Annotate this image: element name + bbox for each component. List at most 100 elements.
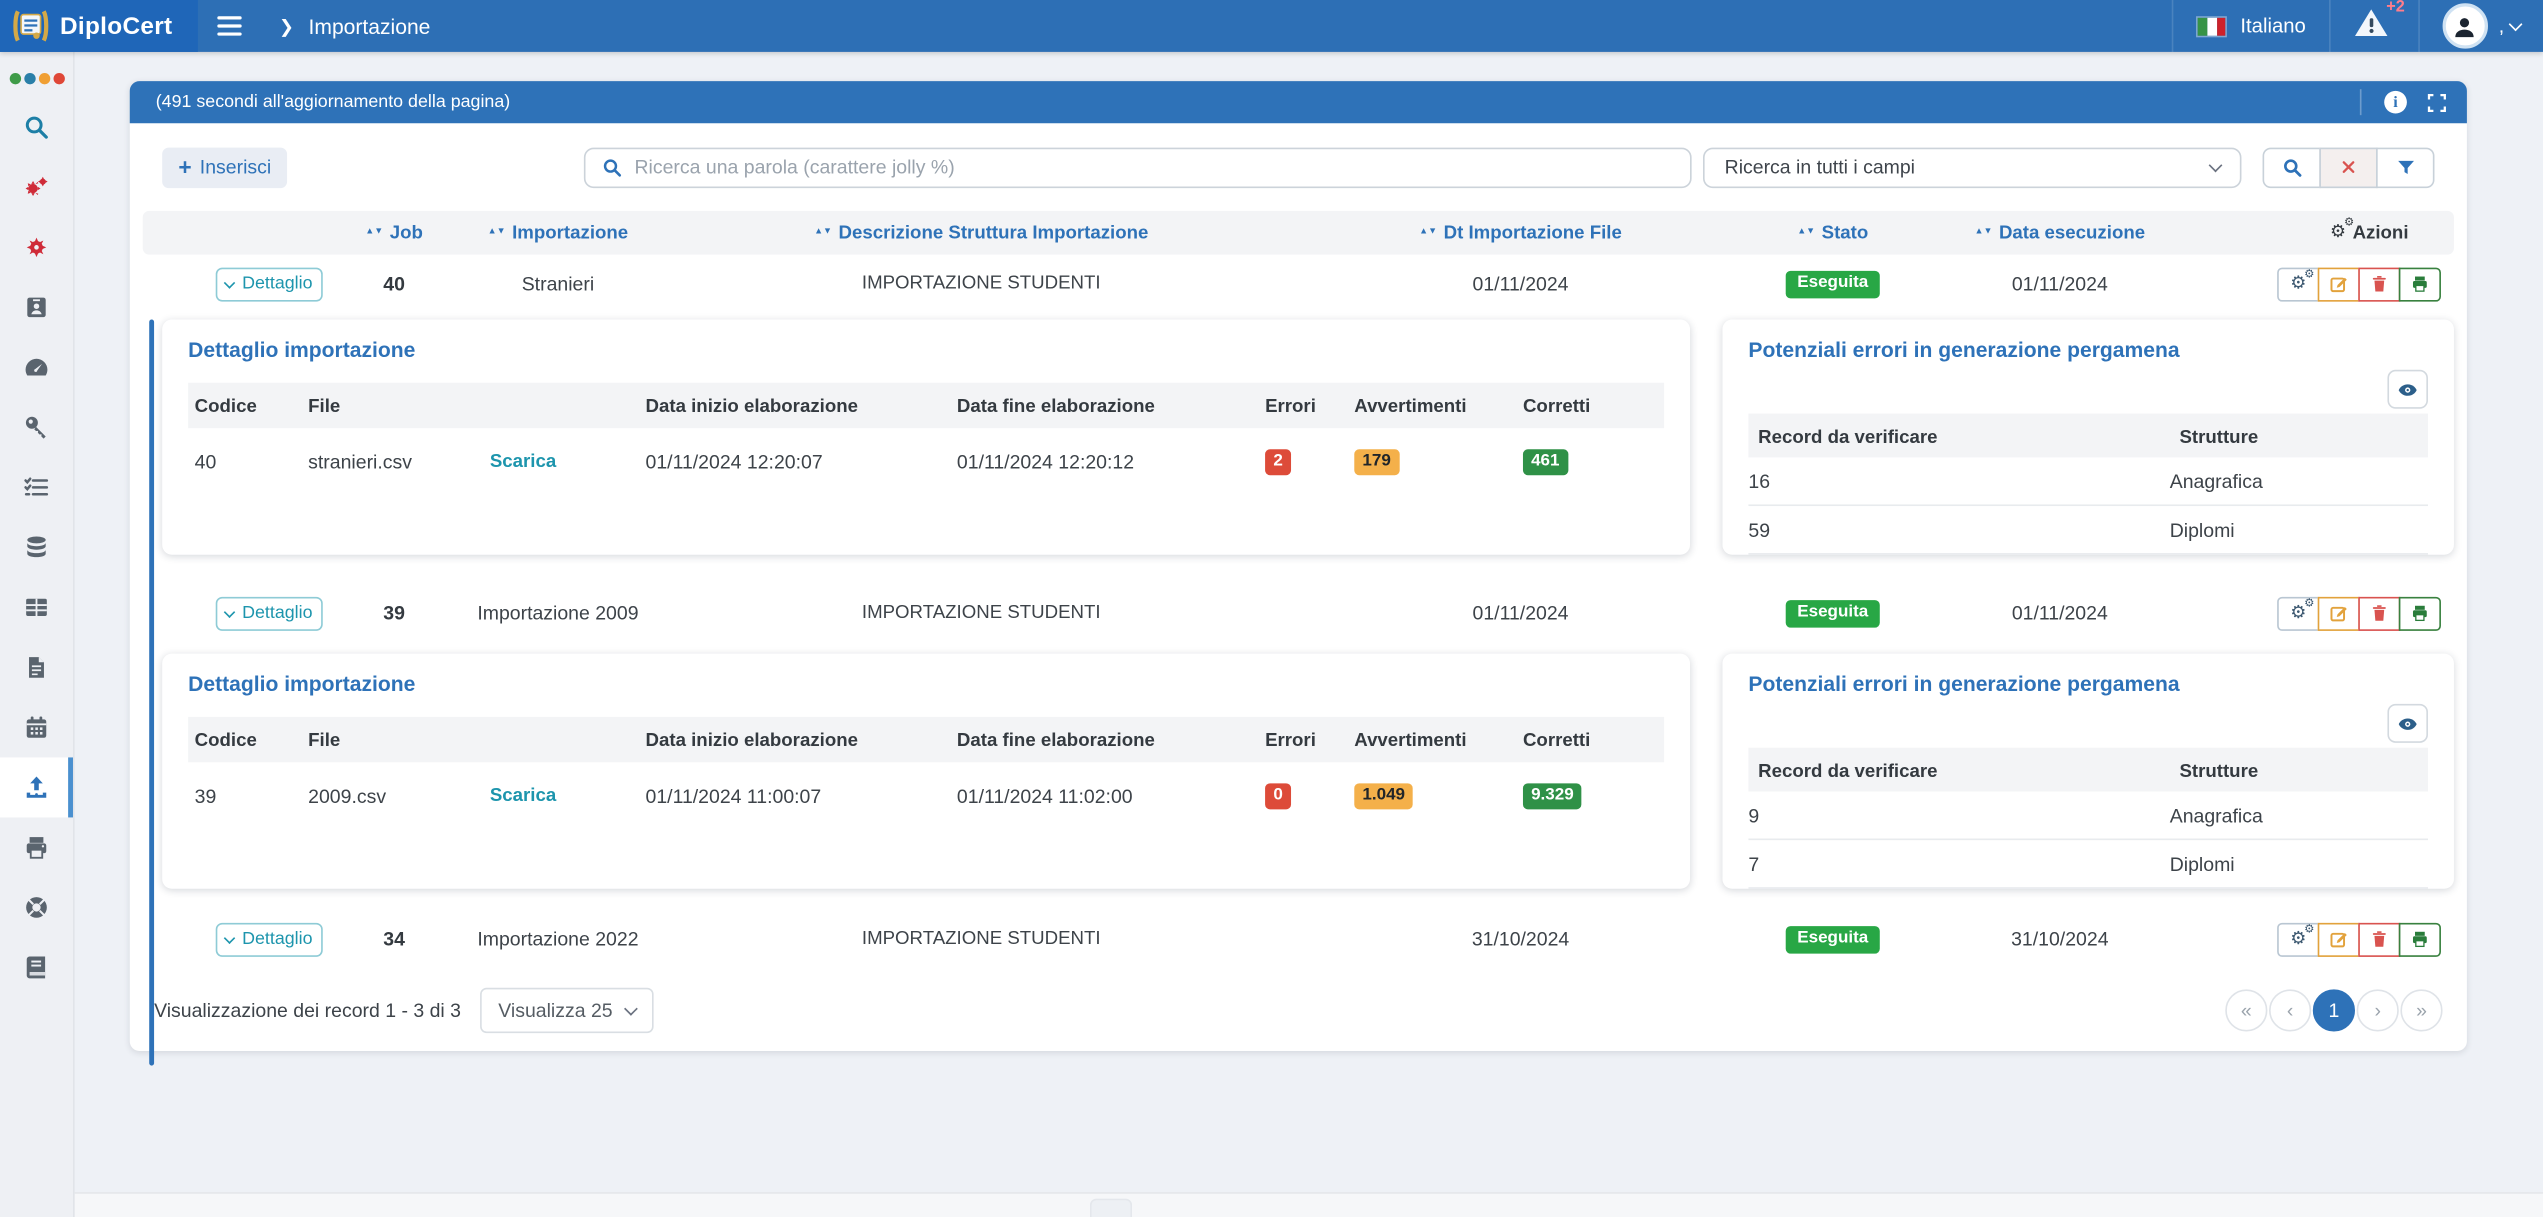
detail-card: Dettaglio importazione Codice File Data … (162, 319, 1691, 555)
view-records-button[interactable] (2387, 369, 2428, 409)
column-header-job[interactable]: ▲▼ Job (365, 223, 423, 243)
sort-icon[interactable]: ▲▼ (1974, 227, 1993, 238)
sort-icon[interactable]: ▲▼ (487, 227, 506, 238)
detail-toggle-button[interactable]: Dettaglio (215, 266, 323, 301)
process-button[interactable]: ⚙ ⚙ (2277, 922, 2320, 957)
sidebar-item-key[interactable] (0, 397, 73, 457)
column-header-data-esecuzione[interactable]: ▲▼ Data esecuzione (1974, 223, 2146, 243)
search-submit-button[interactable] (2262, 146, 2321, 188)
process-button[interactable]: ⚙ ⚙ (2277, 266, 2320, 301)
sidebar-item-dashboard[interactable] (0, 337, 73, 397)
column-header-importazione[interactable]: ▲▼ Importazione (487, 223, 629, 243)
table-header-row: ▲▼ Job ▲▼ Importazione ▲▼ Descrizione Strut… (142, 210, 2454, 255)
process-button[interactable]: ⚙ ⚙ (2277, 596, 2320, 631)
sidebar-item-import[interactable] (0, 757, 73, 818)
import-card: (491 secondi all'aggiornamento della pag… (129, 81, 2467, 1066)
trash-icon (2372, 276, 2386, 292)
first-page-button[interactable]: « (2225, 989, 2268, 1032)
chevron-down-icon (623, 1001, 638, 1015)
sort-icon[interactable]: ▲▼ (1797, 227, 1816, 238)
trash-icon (2372, 931, 2386, 947)
print-button[interactable] (2398, 922, 2441, 957)
refresh-statusbar: (491 secondi all'aggiornamento della pag… (129, 81, 2467, 124)
info-icon[interactable]: i (2384, 90, 2407, 114)
sort-icon[interactable]: ▲▼ (1419, 227, 1438, 238)
download-link[interactable]: Scarica (489, 452, 557, 472)
language-selector[interactable]: Italiano (2172, 0, 2328, 52)
sort-icon[interactable]: ▲▼ (814, 227, 833, 238)
next-page-button[interactable]: › (2356, 989, 2399, 1032)
pergamena-row: 7 Diplomi (1748, 840, 2428, 889)
sidebar-item-calendar[interactable] (0, 697, 73, 757)
user-label: , (2498, 14, 2505, 38)
search-clear-button[interactable] (2319, 146, 2378, 188)
sidebar-item-support[interactable] (0, 877, 73, 937)
menu-toggle-icon[interactable] (217, 10, 249, 42)
user-menu[interactable]: , (2417, 0, 2543, 52)
download-link[interactable]: Scarica (489, 786, 557, 807)
gears-icon: ⚙ ⚙ (2330, 217, 2355, 242)
chevron-down-icon (224, 605, 236, 618)
search-icon (604, 158, 622, 176)
print-button[interactable] (2398, 596, 2441, 631)
breadcrumb[interactable]: Importazione (308, 13, 431, 39)
delete-button[interactable] (2358, 596, 2401, 631)
chevron-down-icon (2208, 157, 2223, 172)
search-scope-select[interactable]: Ricerca in tutti i campi (1703, 146, 2242, 188)
sidebar-item-print[interactable] (0, 817, 73, 877)
column-header-stato[interactable]: ▲▼ Stato (1797, 223, 1869, 243)
sort-icon[interactable]: ▲▼ (365, 227, 384, 238)
dashboard-icon (25, 358, 48, 376)
detail-toggle-button[interactable]: Dettaglio (215, 596, 323, 631)
sidebar-item-id-card[interactable] (0, 277, 73, 337)
detail-toggle-button[interactable]: Dettaglio (215, 922, 323, 957)
sidebar-item-database[interactable] (0, 517, 73, 577)
prev-page-button[interactable]: ‹ (2269, 989, 2312, 1032)
cell-importazione: Importazione 2009 (477, 601, 639, 625)
print-button[interactable] (2398, 266, 2441, 301)
cell-dt-file: 01/11/2024 (1472, 272, 1569, 296)
sidebar-item-manual[interactable] (0, 937, 73, 997)
cell-importazione: Importazione 2022 (477, 927, 639, 951)
pergamena-row: 59 Diplomi (1748, 506, 2428, 555)
sidebar-item-table[interactable] (0, 577, 73, 637)
page-size-select[interactable]: Visualizza 25 (480, 987, 654, 1034)
search-input[interactable] (634, 155, 1675, 179)
gears-icon: ⚙ ⚙ (2290, 268, 2315, 293)
refresh-countdown: (491 secondi all'aggiornamento della pag… (155, 92, 511, 112)
sidebar-item-document[interactable] (0, 637, 73, 697)
row-actions: ⚙ ⚙ (2214, 596, 2454, 631)
fullscreen-icon[interactable] (2426, 92, 2447, 113)
cell-job: 40 (383, 272, 405, 296)
edit-button[interactable] (2317, 596, 2360, 631)
cell-importazione: Stranieri (521, 272, 595, 296)
status-badge: Eseguita (1785, 926, 1880, 953)
chevron-down-icon (224, 276, 236, 288)
struttura-name: Anagrafica (2169, 469, 2263, 493)
column-header-dt-file[interactable]: ▲▼ Dt Importazione File (1419, 223, 1622, 243)
pagination: Visualizzazione dei record 1 - 3 di 3 Vi… (154, 986, 2443, 1035)
view-records-button[interactable] (2387, 703, 2428, 743)
delete-button[interactable] (2358, 922, 2401, 957)
expanded-detail-section: Dettaglio importazione Codice File Data … (162, 319, 2454, 555)
detail-header-row: Codice File Data inizio elaborazione Dat… (188, 716, 1665, 763)
correct-badge: 461 (1522, 448, 1568, 476)
sidebar-item-system-config[interactable] (0, 157, 73, 217)
edit-button[interactable] (2317, 922, 2360, 957)
record-count: 59 (1748, 518, 1771, 541)
last-page-button[interactable]: » (2400, 989, 2443, 1032)
sidebar-item-checklist[interactable] (0, 457, 73, 517)
page-1-button[interactable]: 1 (2312, 989, 2355, 1032)
checklist-icon (24, 477, 49, 496)
search-icon (2283, 158, 2301, 176)
sidebar-item-search[interactable] (0, 97, 73, 157)
insert-button[interactable]: + Inserisci (162, 146, 288, 188)
delete-button[interactable] (2358, 266, 2401, 301)
italian-flag-icon (2196, 15, 2228, 37)
alerts-button[interactable]: +2 (2328, 0, 2417, 52)
edit-button[interactable] (2317, 266, 2360, 301)
filter-button[interactable] (2376, 146, 2435, 188)
sidebar-item-settings[interactable] (0, 217, 73, 277)
brand-logo-block[interactable]: DiploCert (0, 0, 198, 52)
column-header-descrizione[interactable]: ▲▼ Descrizione Struttura Importazione (814, 223, 1149, 243)
